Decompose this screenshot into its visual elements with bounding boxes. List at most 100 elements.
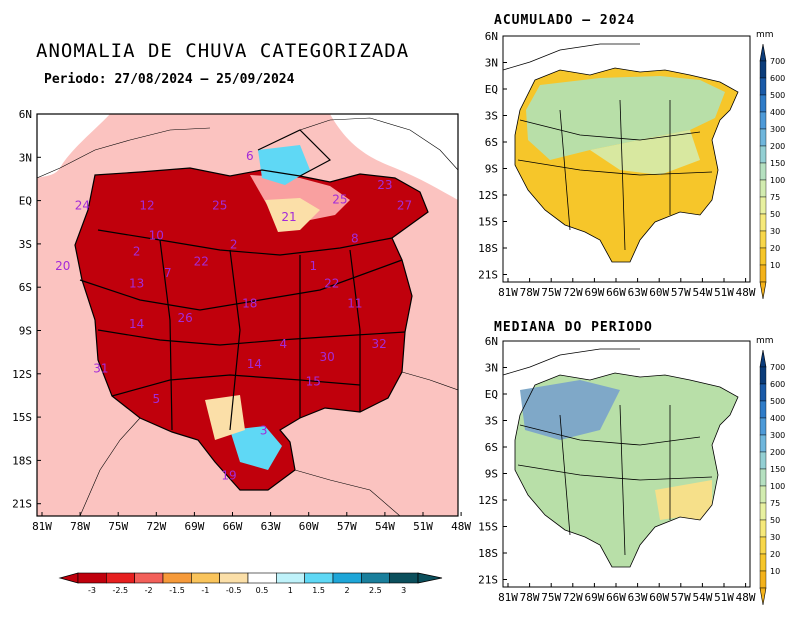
colorbar-label: -1 bbox=[201, 586, 209, 595]
accumulated-lat-ticks: 6N 3N EQ 3S 6S 9S 12S 15S 18S 21S bbox=[478, 30, 507, 282]
median-colorbar: mm 700 600 500 400 300 200 150 100 75 50 30 20 10 bbox=[756, 336, 785, 606]
main_map-lat-label: EQ bbox=[19, 195, 32, 208]
colorbar-low-arrow bbox=[58, 572, 79, 584]
panel_bottom-cb-swatch bbox=[759, 366, 767, 385]
colorbar-label: -0.5 bbox=[226, 586, 242, 595]
median-frame bbox=[502, 340, 751, 588]
panel_top-lon-label: 78W bbox=[520, 286, 540, 299]
accumulated-map bbox=[503, 36, 750, 282]
colorbar-swatch bbox=[361, 572, 390, 584]
main_map-lon-label: 69W bbox=[184, 520, 204, 533]
panel_bottom-lon-label: 60W bbox=[649, 591, 669, 604]
basin-label: 32 bbox=[371, 337, 386, 351]
colorbar-swatch bbox=[276, 572, 305, 584]
panel_bottom-cb-label: 300 bbox=[770, 431, 785, 440]
panel_top-cb-label: 100 bbox=[770, 176, 785, 185]
main_map-lon-label: 75W bbox=[108, 520, 128, 533]
basin-label: 12 bbox=[139, 198, 154, 212]
panel_bottom-cb-swatch bbox=[759, 383, 767, 402]
main_map-lon-label: 51W bbox=[413, 520, 433, 533]
panel_top-lon-label: 63W bbox=[628, 286, 648, 299]
accumulated-mid bbox=[590, 130, 700, 175]
panel_top-lat-label: 6N bbox=[485, 30, 498, 43]
panel_top-cb-swatch bbox=[759, 94, 767, 113]
panel_bottom-unit: mm bbox=[756, 336, 774, 346]
main_map-lon-label: 63W bbox=[261, 520, 281, 533]
panel_top-lon-label: 69W bbox=[584, 286, 604, 299]
colorbar-swatch bbox=[77, 572, 107, 584]
panel_top-cb-label: 500 bbox=[770, 91, 785, 100]
basin-label: 3 bbox=[260, 424, 268, 438]
panel_bottom-cb-label: 600 bbox=[770, 380, 785, 389]
panel_top-cb-label: 20 bbox=[770, 244, 780, 253]
panel_bottom-lon-label: 48W bbox=[736, 591, 756, 604]
panel_bottom-cb-label: 500 bbox=[770, 397, 785, 406]
panel_bottom-lon-label: 78W bbox=[520, 591, 540, 604]
main_map-lat-label: 21S bbox=[12, 498, 32, 511]
panel_top-cb-swatch bbox=[759, 213, 767, 232]
panel_top-cb-swatch bbox=[759, 247, 767, 266]
median-borders bbox=[503, 348, 739, 568]
panel_bottom-lon-label: 63W bbox=[628, 591, 648, 604]
accumulated-borders bbox=[503, 43, 739, 263]
period-subtitle: Periodo: 27/08/2024 – 25/09/2024 bbox=[44, 72, 295, 87]
colorbar-label: -3 bbox=[88, 586, 96, 595]
panel_top-cb-label: 50 bbox=[770, 210, 780, 219]
basin-label: 30 bbox=[320, 350, 335, 364]
panel_top-cb-label: 700 bbox=[770, 57, 785, 66]
panel_bottom-cb-bottom-arrow bbox=[759, 587, 767, 606]
panel_bottom-lon-label: 69W bbox=[584, 591, 604, 604]
colorbar-label: -2 bbox=[145, 586, 153, 595]
panel_top-lat-label: 6S bbox=[485, 136, 498, 149]
median-lon-ticks: 81W 78W 75W 72W 69W 66W 63W 60W 57W 54W 51W 48W bbox=[498, 583, 756, 604]
panel_top-lon-label: 51W bbox=[714, 286, 734, 299]
panel_bottom-cb-swatch bbox=[759, 502, 767, 521]
basin-label: 27 bbox=[397, 198, 412, 212]
main-map-frame bbox=[36, 113, 459, 517]
panel_bottom-cb-label: 700 bbox=[770, 363, 785, 372]
panel_top-lon-label: 60W bbox=[649, 286, 669, 299]
colorbar-label: 1.5 bbox=[312, 586, 325, 595]
panel_top-unit: mm bbox=[756, 30, 774, 40]
accumulated-lon-ticks: 81W 78W 75W 72W 69W 66W 63W 60W 57W 54W 51W 48W bbox=[498, 278, 756, 299]
panel_bottom-cb-label: 200 bbox=[770, 448, 785, 457]
panel_bottom-cb-label: 150 bbox=[770, 465, 785, 474]
colorbar-swatch bbox=[162, 572, 192, 584]
panel_bottom-cb-label: 50 bbox=[770, 516, 780, 525]
basin-label: 24 bbox=[75, 198, 90, 212]
panel_top-cb-label: 30 bbox=[770, 227, 780, 236]
panel_top-cb-swatch bbox=[759, 264, 767, 283]
panel_top-cb-label: 300 bbox=[770, 125, 785, 134]
panel_top-cb-label: 400 bbox=[770, 108, 785, 117]
panel_top-cb-swatch bbox=[759, 179, 767, 198]
colorbar-swatch bbox=[247, 572, 277, 584]
panel_bottom-cb-label: 75 bbox=[770, 499, 780, 508]
colorbar-label: 0.5 bbox=[256, 586, 269, 595]
panel_top-lon-label: 72W bbox=[563, 286, 583, 299]
panel_bottom-cb-top-arrow bbox=[759, 349, 767, 368]
colorbar-swatch bbox=[106, 572, 135, 584]
panel_top-lat-label: 3S bbox=[485, 110, 498, 123]
colorbar-label: -1.5 bbox=[169, 586, 185, 595]
basin-label: 25 bbox=[212, 198, 227, 212]
panel_top-cb-swatch bbox=[759, 162, 767, 181]
colorbar-swatch bbox=[191, 572, 220, 584]
main_map-lat-label: 9S bbox=[19, 325, 32, 338]
panel_bottom-cb-swatch bbox=[759, 485, 767, 504]
panel_top-lon-label: 81W bbox=[498, 286, 518, 299]
basin-label: 11 bbox=[347, 297, 362, 311]
colorbar-swatch bbox=[389, 572, 419, 584]
panel_top-lon-label: 57W bbox=[671, 286, 691, 299]
panel_bottom-lon-label: 81W bbox=[498, 591, 518, 604]
basin-label: 13 bbox=[129, 276, 144, 290]
panel_top-cb-label: 75 bbox=[770, 193, 780, 202]
main-lat-ticks: 6N 3N EQ 3S 6S 9S 12S 15S 18S 21S bbox=[12, 108, 41, 511]
panel_bottom-lat-label: 9S bbox=[485, 468, 498, 481]
pale-patch-south bbox=[205, 395, 245, 440]
basin-label: 2 bbox=[133, 245, 141, 259]
panel_bottom-lat-label: 18S bbox=[478, 547, 498, 560]
anomaly-colorbar: -3 -2.5 -2 -1.5 -1 -0.5 0.5 1 1.5 2 2.5 3 bbox=[58, 572, 443, 595]
main-lon-ticks: 81W 78W 75W 72W 69W 66W 63W 60W 57W 54W 51W 48W bbox=[32, 512, 471, 533]
panel_bottom-cb-swatch bbox=[759, 536, 767, 555]
